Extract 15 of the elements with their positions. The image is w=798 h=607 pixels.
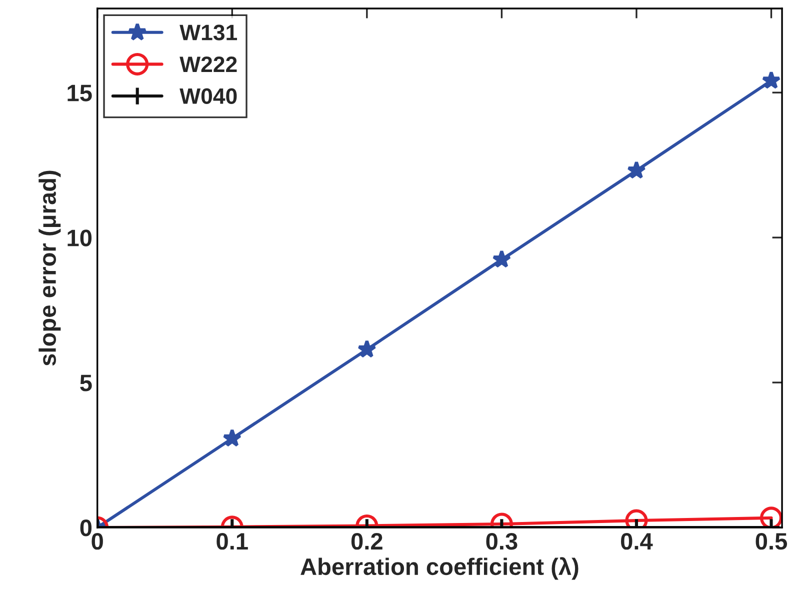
x-tick-label: 0.2 (351, 532, 382, 550)
y-tick-label: 0 (80, 520, 92, 536)
y-tick-label: 5 (80, 374, 92, 392)
x-tick-label: 0 (92, 532, 103, 550)
x-axis-title: Aberration coefficient (λ) (300, 557, 578, 580)
y-tick-label: 10 (68, 230, 92, 246)
legend-label: W222 (180, 56, 237, 72)
x-tick-label: 0.5 (756, 532, 788, 550)
legend-label: W131 (180, 24, 238, 40)
legend-label: W040 (180, 88, 237, 104)
x-tick-label: 0.4 (621, 532, 653, 550)
y-tick-label: 15 (68, 84, 92, 102)
y-axis-title: slope error (μrad) (38, 170, 61, 366)
x-tick-label: 0.3 (486, 532, 518, 550)
x-tick-label: 0.1 (216, 532, 248, 550)
